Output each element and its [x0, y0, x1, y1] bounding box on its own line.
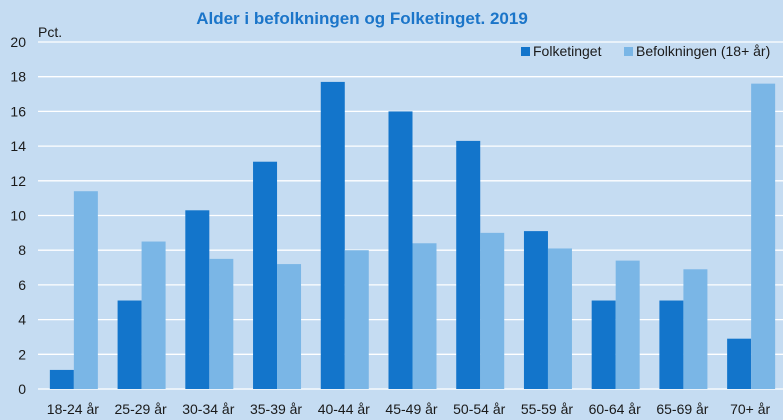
bar-folketinget-1: [117, 300, 142, 389]
legend-label-1: Befolkningen (18+ år): [636, 43, 770, 59]
x-tick-label: 25-29 år: [115, 401, 167, 417]
y-tick-label: 18: [10, 69, 26, 85]
x-tick-label: 45-49 år: [385, 401, 437, 417]
bar-befolkningen-1: [141, 241, 166, 389]
x-tick-label: 60-64 år: [589, 401, 641, 417]
legend: Folketinget Befolkningen (18+ år): [521, 43, 770, 59]
x-tick-label: 35-39 år: [250, 401, 302, 417]
x-axis-tick-labels: 18-24 år 25-29 år 30-34 år 35-39 år 40-44 år…: [47, 401, 771, 417]
bar-befolkningen-5: [412, 243, 437, 389]
bar-folketinget-5: [388, 111, 413, 390]
x-tick-label: 18-24 år: [47, 401, 99, 417]
bars: [49, 81, 776, 390]
chart-title: Alder i befolkningen og Folketinget. 201…: [196, 9, 528, 28]
x-tick-label: 55-59 år: [521, 401, 573, 417]
bar-folketinget-10: [727, 338, 752, 389]
bar-folketinget-6: [456, 140, 481, 389]
bar-befolkningen-3: [277, 264, 302, 389]
bar-befolkningen-0: [73, 191, 98, 389]
bar-befolkningen-4: [344, 250, 369, 389]
bar-folketinget-2: [185, 210, 210, 389]
bar-folketinget-8: [591, 300, 616, 389]
x-tick-label: 30-34 år: [182, 401, 234, 417]
x-tick-label: 40-44 år: [318, 401, 370, 417]
x-tick-label: 70+ år: [730, 401, 770, 417]
bar-befolkningen-7: [547, 248, 572, 389]
bar-befolkningen-9: [683, 269, 708, 389]
y-tick-label: 8: [18, 242, 26, 258]
y-axis-label: Pct.: [38, 24, 62, 40]
bar-folketinget-4: [320, 81, 345, 389]
y-tick-label: 2: [18, 346, 26, 362]
y-axis-tick-labels: 0 2 4 6 8 10 12 14 16 18 20: [10, 34, 26, 397]
legend-swatch-0: [521, 47, 530, 56]
x-tick-label: 65-69 år: [656, 401, 708, 417]
legend-swatch-1: [624, 47, 633, 56]
bar-folketinget-0: [49, 369, 74, 389]
bar-befolkningen-6: [480, 232, 505, 389]
x-tick-label: 50-54 år: [453, 401, 505, 417]
y-tick-label: 14: [10, 138, 26, 154]
y-tick-label: 20: [10, 34, 26, 50]
y-tick-label: 12: [10, 173, 26, 189]
bar-befolkningen-2: [209, 258, 234, 389]
bar-befolkningen-8: [615, 260, 640, 389]
y-tick-label: 0: [18, 381, 26, 397]
bar-folketinget-7: [523, 231, 548, 389]
y-tick-label: 16: [10, 103, 26, 119]
y-tick-label: 6: [18, 277, 26, 293]
bar-befolkningen-10: [751, 83, 776, 389]
bar-folketinget-3: [253, 161, 278, 389]
bar-folketinget-9: [659, 300, 684, 389]
y-tick-label: 4: [18, 312, 26, 328]
y-tick-label: 10: [10, 208, 26, 224]
legend-label-0: Folketinget: [533, 43, 602, 59]
